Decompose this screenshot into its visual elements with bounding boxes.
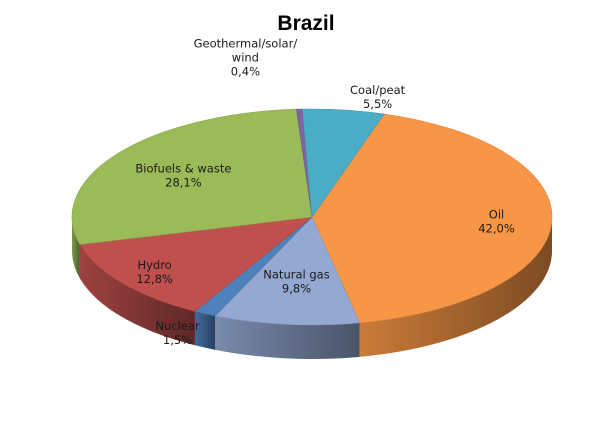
label-nuclear: Nuclear: [155, 319, 200, 333]
slice-oil: [311, 113, 553, 324]
slice-natural-gas: [214, 216, 361, 326]
label-oil: Oil: [489, 207, 504, 221]
label-natural-gas: Natural gas: [263, 267, 329, 281]
side-biofuels-waste: [72, 217, 80, 279]
label-biofuels-waste: Biofuels & waste: [135, 161, 231, 175]
pie-sides: [72, 217, 552, 359]
value-natural-gas: 9,8%: [282, 281, 311, 295]
value-nuclear: 1,5%: [163, 333, 192, 347]
chart-title: Brazil: [277, 12, 334, 35]
pie-tops: [71, 108, 553, 326]
value-biofuels-waste: 28,1%: [165, 175, 202, 189]
side-oil: [359, 217, 552, 357]
slice-hydro: [79, 216, 314, 312]
slice-coal-peat: [302, 108, 385, 218]
label-geothermal-solar-wind: Geothermal/solar/: [194, 36, 298, 50]
side-hydro: [79, 244, 195, 346]
side-natural-gas: [215, 315, 360, 359]
value-geothermal-solar-wind: 0,4%: [231, 64, 260, 78]
value-hydro: 12,8%: [136, 272, 173, 286]
side-nuclear: [194, 311, 216, 350]
value-coal-peat: 5,5%: [363, 97, 392, 111]
value-oil: 42,0%: [478, 221, 515, 235]
slice-biofuels-waste: [71, 108, 313, 245]
label-hydro: Hydro: [137, 258, 171, 272]
label-coal-peat: Coal/peat: [350, 83, 406, 97]
label-geothermal-solar-wind: wind: [232, 50, 259, 64]
